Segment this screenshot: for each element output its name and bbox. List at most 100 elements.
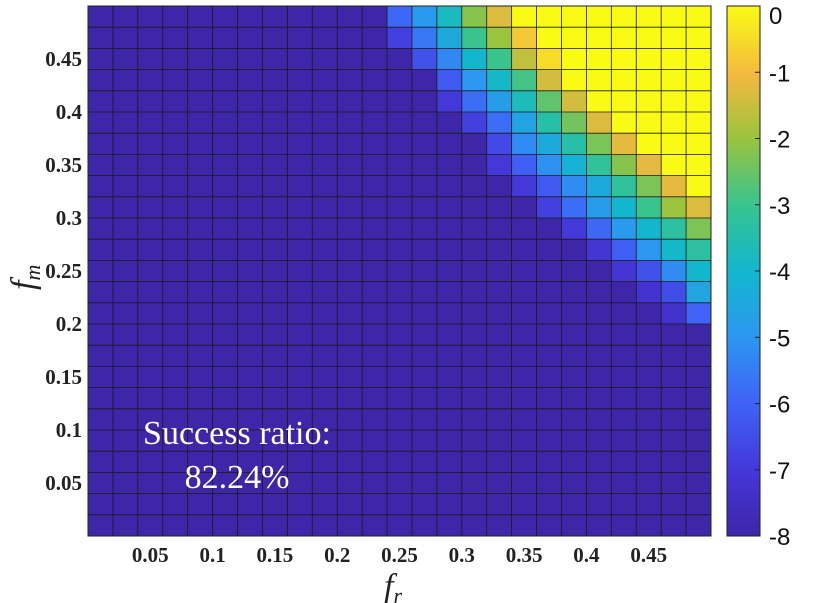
heatmap-cell — [137, 514, 164, 537]
heatmap-cell — [686, 302, 712, 325]
heatmap-cell — [387, 302, 413, 325]
heatmap-cell — [88, 472, 114, 494]
heatmap-cell — [511, 90, 537, 113]
heatmap-cell — [112, 408, 139, 431]
heatmap-cell — [162, 48, 188, 70]
heatmap-cell — [586, 493, 612, 516]
heatmap-cell — [586, 514, 612, 537]
heatmap-cell — [611, 430, 637, 452]
heatmap-cell — [461, 302, 488, 325]
heatmap-cell — [287, 387, 313, 410]
heatmap-cell — [411, 112, 438, 134]
heatmap-cell — [586, 154, 612, 176]
heatmap-cell — [337, 514, 363, 537]
heatmap-cell — [387, 27, 413, 49]
heatmap-cell — [686, 387, 712, 410]
heatmap-cell — [112, 48, 139, 70]
heatmap-cell — [686, 408, 712, 431]
heatmap-cell — [486, 408, 512, 431]
x-tick-label: 0.25 — [381, 543, 418, 567]
heatmap-cell — [287, 430, 313, 452]
heatmap-cell — [337, 302, 363, 325]
heatmap-cell — [362, 6, 388, 28]
heatmap-cell — [636, 6, 662, 28]
heatmap-cell — [411, 239, 438, 261]
heatmap-cell — [536, 27, 562, 49]
heatmap-cell — [611, 302, 637, 325]
heatmap-cell — [262, 196, 288, 219]
heatmap-cell — [686, 154, 712, 176]
heatmap-cell — [461, 345, 488, 367]
heatmap-cell — [312, 196, 338, 219]
heatmap-cell — [411, 430, 438, 452]
heatmap-cell — [262, 27, 288, 49]
heatmap-cell — [436, 324, 463, 346]
heatmap-cell — [461, 239, 488, 261]
heatmap-cell — [436, 48, 463, 70]
heatmap-cell — [137, 175, 164, 198]
heatmap-cell — [411, 493, 438, 516]
heatmap-cell — [561, 324, 587, 346]
heatmap-cell — [411, 451, 438, 473]
heatmap-cell — [586, 133, 612, 155]
heatmap-cell — [661, 472, 687, 494]
heatmap-cell — [661, 430, 687, 452]
heatmap-cell — [611, 175, 637, 198]
heatmap-cell — [611, 451, 637, 473]
heatmap-cell — [436, 154, 463, 176]
heatmap-cell — [436, 451, 463, 473]
heatmap-cell — [287, 345, 313, 367]
heatmap-cell — [112, 69, 139, 92]
heatmap-cell — [486, 6, 512, 28]
heatmap-cell — [212, 345, 238, 367]
heatmap-cell — [237, 472, 263, 494]
heatmap-cell — [187, 472, 213, 494]
heatmap-cell — [88, 451, 114, 473]
x-axis-ticks: 0.05 0.1 0.15 0.2 0.25 0.3 0.35 0.4 0.45 — [132, 543, 667, 567]
heatmap-cell — [611, 387, 637, 410]
heatmap-cell — [387, 239, 413, 261]
heatmap-cell — [162, 260, 188, 282]
heatmap-cell — [262, 48, 288, 70]
heatmap-cell — [536, 112, 562, 134]
heatmap-cell — [237, 154, 263, 176]
heatmap-cell — [162, 69, 188, 92]
heatmap-cell — [586, 48, 612, 70]
heatmap-cell — [461, 90, 488, 113]
heatmap-cell — [661, 69, 687, 92]
heatmap-cell — [586, 90, 612, 113]
heatmap-cell — [212, 218, 238, 240]
heatmap-cell — [611, 472, 637, 494]
heatmap-cell — [312, 472, 338, 494]
heatmap-cell — [88, 196, 114, 219]
heatmap-cell — [337, 387, 363, 410]
heatmap-cell — [212, 366, 238, 388]
heatmap-cell — [586, 472, 612, 494]
heatmap-cell — [486, 451, 512, 473]
heatmap-cell — [611, 90, 637, 113]
heatmap-cell — [212, 408, 238, 431]
heatmap-cell — [536, 514, 562, 537]
x-tick-label: 0.45 — [630, 543, 667, 567]
heatmap-cell — [137, 196, 164, 219]
heatmap-cell — [88, 6, 114, 28]
heatmap-cell — [661, 218, 687, 240]
heatmap-cell — [536, 408, 562, 431]
heatmap-cell — [686, 48, 712, 70]
heatmap-cell — [586, 112, 612, 134]
heatmap-cell — [112, 430, 139, 452]
heatmap-cell — [586, 218, 612, 240]
heatmap-cell — [187, 90, 213, 113]
heatmap-cell — [337, 218, 363, 240]
heatmap-cell — [511, 324, 537, 346]
heatmap-cell — [212, 281, 238, 304]
heatmap-cell — [88, 366, 114, 388]
heatmap-cell — [536, 472, 562, 494]
heatmap-cell — [461, 430, 488, 452]
heatmap-cell — [636, 27, 662, 49]
heatmap-cell — [411, 281, 438, 304]
heatmap-cell — [536, 451, 562, 473]
heatmap-cell — [187, 451, 213, 473]
heatmap-cell — [661, 27, 687, 49]
heatmap-cell — [436, 69, 463, 92]
